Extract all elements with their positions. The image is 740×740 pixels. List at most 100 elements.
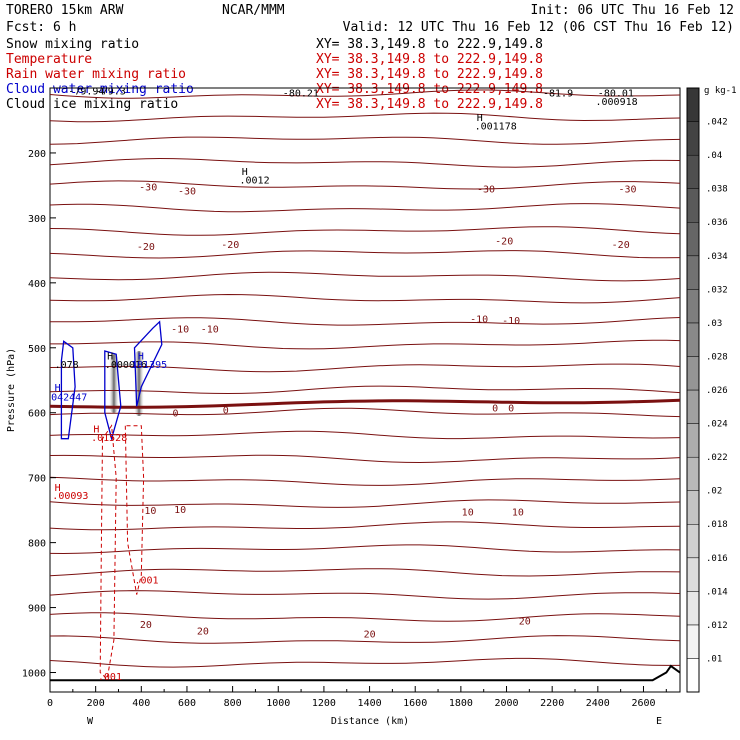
- header: TORERO 15km ARW NCAR/MMM Init: 06 UTC Th…: [6, 3, 734, 112]
- cloud-water-contours: [60, 320, 163, 442]
- colorbar-tick-label: .03: [706, 319, 722, 329]
- extremum-annotation: -80.01: [598, 89, 634, 100]
- snow-shade-column: [109, 354, 119, 413]
- contour-label: -20: [495, 237, 513, 248]
- rain-water-contours: [99, 424, 145, 681]
- extremum-annotation: H: [138, 352, 144, 363]
- colorbar-box: [686, 389, 700, 424]
- colorbar-tick-label: .018: [706, 520, 728, 530]
- field-xy: XY= 38.3,149.8 to 222.9,149.8: [316, 52, 543, 67]
- isotherm-line: [49, 363, 681, 373]
- terrain-line: [50, 664, 681, 682]
- snow-shading: [109, 351, 144, 416]
- y-axis-label: Pressure (hPa): [6, 348, 17, 432]
- extremum-annotation: 181395: [131, 360, 167, 371]
- contour-label: 0: [508, 404, 514, 415]
- isotherm-zero-line: [49, 398, 681, 409]
- extremum-annotation: H: [107, 352, 113, 363]
- model-title: TORERO 15km ARW: [6, 3, 124, 18]
- colorbar-box: [686, 87, 700, 122]
- cloud-water-contour: [133, 320, 163, 407]
- contour-label: 10: [512, 507, 524, 518]
- contour-label: -20: [137, 242, 155, 253]
- extremum-annotation: H: [242, 167, 248, 178]
- field-legend: Snow mixing ratio XY= 38.3,149.8 to 222.9…: [6, 37, 543, 112]
- field-xy: XY= 38.3,149.8 to 222.9,149.8: [316, 82, 543, 97]
- colorbar-tick-label: .038: [706, 185, 728, 195]
- colorbar-box: [686, 523, 700, 559]
- cloud-water-contour: [104, 350, 122, 442]
- field-name: Rain water mixing ratio: [6, 67, 186, 82]
- y-tick-label: 800: [28, 539, 46, 550]
- isotherm-line: [49, 112, 681, 123]
- y-axis-ticks: 200 300 400 500 600 700 800 900 1000: [22, 149, 56, 680]
- isotherm-line: [49, 203, 681, 213]
- extremum-annotation: -81.9: [543, 89, 573, 100]
- isotherm-line: [49, 250, 681, 259]
- cloud-water-contour: [60, 340, 76, 440]
- rain-water-contour: [124, 425, 145, 595]
- isotherm-line: [49, 454, 681, 464]
- extremum-annotation: .001: [98, 672, 122, 683]
- colorbar-frame: [686, 87, 700, 693]
- contour-labels: -30 -30 -30 -30-20 -20 -20 -20-10 -10-10 -100 0 0 0…: [137, 183, 637, 641]
- valid-time: Valid: 12 UTC Thu 16 Feb 12 (06 CST Thu …: [343, 20, 734, 35]
- extremum-annotation: -79.3: [96, 87, 126, 98]
- colorbar-tick-label: .034: [706, 252, 728, 262]
- isotherm-line: [49, 430, 681, 440]
- extremum-annotation: -79.94: [68, 87, 104, 98]
- terrain-line-path: [50, 664, 681, 682]
- isotherm-line: [49, 590, 681, 600]
- x-start-label: W: [87, 716, 94, 727]
- colorbar-tick-label: .032: [706, 285, 728, 295]
- x-tick-label: 1600: [403, 698, 427, 709]
- extremum-annotation: .0012: [240, 176, 270, 187]
- colorbar-tick-label: .01: [706, 654, 722, 664]
- contour-label: -10: [201, 324, 219, 335]
- plot-area: -30 -30 -30 -30-20 -20 -20 -20-10 -10-10 -100 0 0 0…: [6, 87, 681, 727]
- plot-frame: [49, 87, 681, 693]
- x-tick-label: 800: [224, 698, 242, 709]
- extremum-annotation: H: [55, 483, 61, 494]
- contour-label: 0: [172, 409, 178, 420]
- contour-label: 20: [519, 617, 531, 628]
- colorbar-tick-label: .016: [706, 554, 728, 564]
- colorbar-tick-label: .022: [706, 453, 728, 463]
- colorbar-units: g kg-1: [704, 86, 737, 96]
- field-name: Snow mixing ratio: [6, 37, 139, 52]
- org-label: NCAR/MMM: [222, 3, 285, 18]
- colorbar-tick-label: .012: [706, 621, 728, 631]
- isotherm-line: [49, 612, 681, 622]
- contour-label: 10: [144, 506, 156, 517]
- x-end-label: E: [656, 716, 662, 727]
- x-tick-label: 1800: [449, 698, 473, 709]
- x-tick-label: 200: [87, 698, 105, 709]
- y-tick-label: 300: [28, 214, 46, 225]
- x-tick-label: 0: [47, 698, 53, 709]
- y-tick-label: 900: [28, 604, 46, 615]
- colorbar-box: [686, 188, 700, 223]
- colorbar-box: [686, 289, 700, 324]
- y-tick-label: 500: [28, 344, 46, 355]
- colorbar: g kg-1 .01 .012 .014 .016 .018 .02 .022 .024 .02…: [686, 86, 737, 693]
- colorbar-tick-label: .036: [706, 218, 728, 228]
- isotherm-line: [49, 544, 681, 555]
- extremum-annotation: .01528: [91, 433, 127, 444]
- isotherm-line: [49, 476, 681, 486]
- field-name: Cloud water mixing ratio: [6, 82, 194, 97]
- y-tick-label: 400: [28, 279, 46, 290]
- contour-label: -20: [612, 240, 630, 251]
- isotherm-line: [49, 568, 681, 577]
- x-tick-label: 2000: [494, 698, 518, 709]
- colorbar-tick-label: .02: [706, 487, 722, 497]
- contour-label: -30: [178, 187, 196, 198]
- field-xy: XY= 38.3,149.8 to 222.9,149.8: [316, 97, 543, 112]
- x-tick-label: 1200: [312, 698, 336, 709]
- x-tick-label: 600: [178, 698, 196, 709]
- extremum-annotation: .000918: [596, 97, 638, 108]
- isotherm-line: [49, 136, 681, 145]
- extremum-annotation: H: [93, 424, 99, 435]
- y-tick-label: 600: [28, 409, 46, 420]
- isotherm-line: [49, 657, 680, 668]
